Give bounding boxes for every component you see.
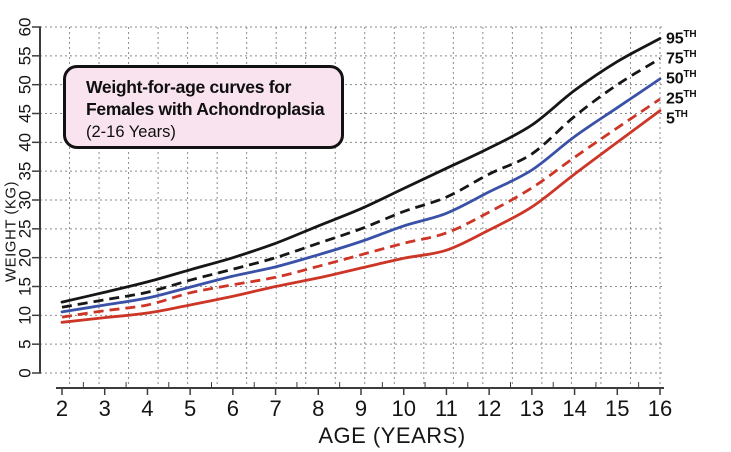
y-tick-label: 50 [16, 75, 35, 94]
x-tick-label: 11 [435, 396, 458, 421]
y-tick-label: 35 [16, 162, 35, 181]
x-tick-label: 10 [391, 396, 415, 421]
y-tick-label: 5 [16, 339, 35, 348]
x-tick-label: 2 [56, 396, 68, 421]
curve-50th-percentile [60, 77, 662, 314]
x-tick-label: 9 [355, 396, 367, 421]
y-tick-label: 10 [16, 306, 35, 325]
y-tick-label: 45 [16, 104, 35, 123]
legend-label-50th: 50TH [666, 68, 697, 88]
legend: 95TH 75TH 50TH 25TH 5TH [666, 0, 730, 200]
legend-label-25th: 25TH [666, 89, 697, 108]
y-axis-title: WEIGHT (KG) [2, 180, 20, 283]
x-tick-label: 7 [269, 396, 281, 421]
y-tick-label: 30 [16, 191, 35, 210]
legend-label-5th: 5TH [666, 109, 688, 128]
y-tick-label: 55 [16, 46, 35, 65]
curve-25th-percentile [61, 97, 661, 319]
legend-label-95th: 95TH [666, 28, 697, 47]
x-tick-label: 8 [312, 396, 324, 421]
y-tick-label: 25 [16, 219, 35, 238]
chart-title-line-3: (2-16 Years) [86, 122, 176, 141]
x-tick-label: 5 [184, 396, 196, 421]
curve-95th-percentile [60, 37, 662, 304]
x-tick-label: 3 [99, 396, 111, 421]
x-axis-title: AGE (YEARS) [318, 423, 466, 448]
x-tick-label: 13 [520, 396, 544, 421]
x-tick-label: 16 [648, 396, 672, 421]
chart-title-box: Weight-for-age curves for Females with A… [63, 65, 344, 149]
y-tick-label: 40 [16, 133, 35, 152]
y-tick-label: 0 [16, 368, 35, 377]
x-tick-label: 6 [227, 396, 239, 421]
y-tick-label: 20 [16, 248, 35, 267]
chart-title-line-1: Weight-for-age curves for [86, 77, 292, 97]
y-tick-label: 15 [16, 277, 35, 296]
x-tick-label: 14 [562, 396, 586, 421]
curve-5th-percentile [60, 109, 662, 324]
curve-75th-percentile [61, 57, 661, 309]
x-tick-label: 12 [477, 396, 501, 421]
x-tick-label: 15 [605, 396, 629, 421]
legend-label-75th: 75TH [666, 48, 697, 68]
y-tick-label: 60 [16, 18, 35, 37]
chart-title-line-2: Females with Achondroplasia [86, 98, 325, 119]
x-tick-label: 4 [141, 396, 153, 421]
